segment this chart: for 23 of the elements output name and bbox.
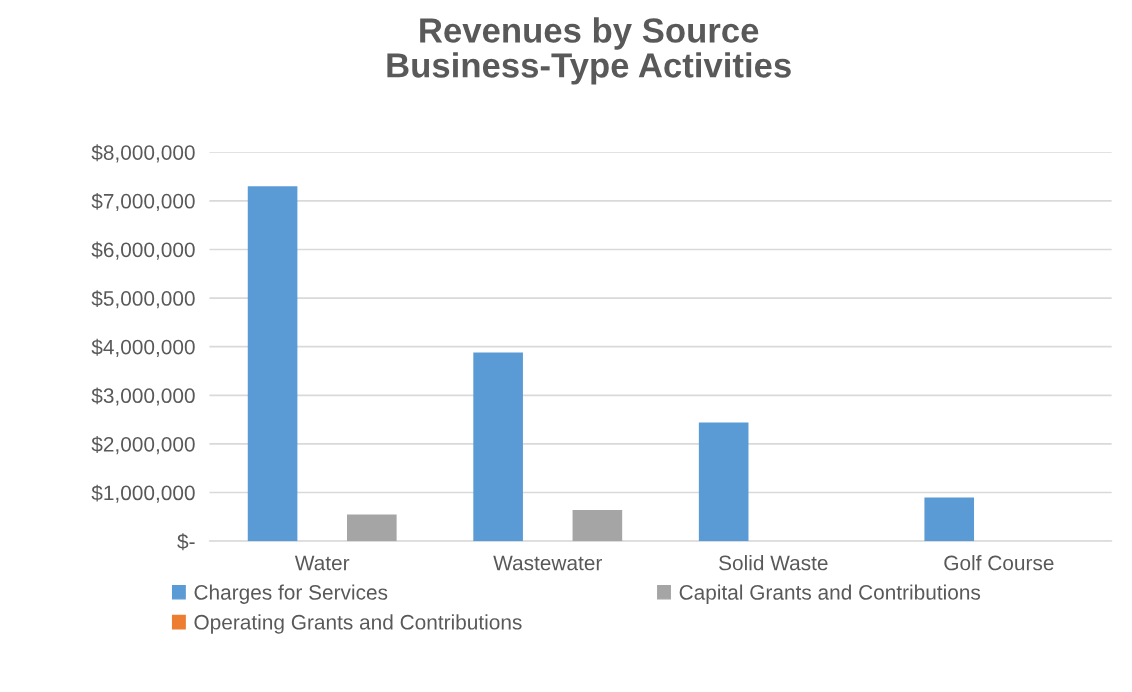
y-tick-label: $3,000,000 — [91, 387, 195, 406]
bar — [247, 186, 298, 542]
bar — [572, 510, 623, 542]
x-tick-label: Solid Waste — [719, 555, 828, 571]
y-tick-label: $- — [177, 533, 195, 551]
legend-label: Charges for Services — [194, 584, 388, 604]
y-tick-label: $5,000,000 — [91, 290, 195, 309]
legend-label: Capital Grants and Contributions — [679, 584, 981, 604]
y-tick-label: $4,000,000 — [91, 338, 195, 357]
bar — [473, 352, 523, 542]
legend-label: Operating Grants and Contributions — [194, 614, 522, 634]
bar — [698, 422, 749, 542]
y-tick-label: $6,000,000 — [91, 241, 195, 260]
x-tick-label: Water — [294, 555, 350, 571]
y-tick-label: $7,000,000 — [91, 192, 195, 212]
bar — [924, 497, 975, 542]
x-tick-label: Golf Course — [944, 555, 1054, 571]
chart-title: Revenues by Source Business-Type Activities — [387, 17, 791, 85]
y-tick-label: $2,000,000 — [91, 436, 195, 455]
y-tick-label: $1,000,000 — [91, 484, 195, 503]
bar — [347, 514, 397, 542]
y-tick-label: $8,000,000 — [91, 144, 195, 163]
x-tick-label: Wastewater — [493, 555, 603, 571]
